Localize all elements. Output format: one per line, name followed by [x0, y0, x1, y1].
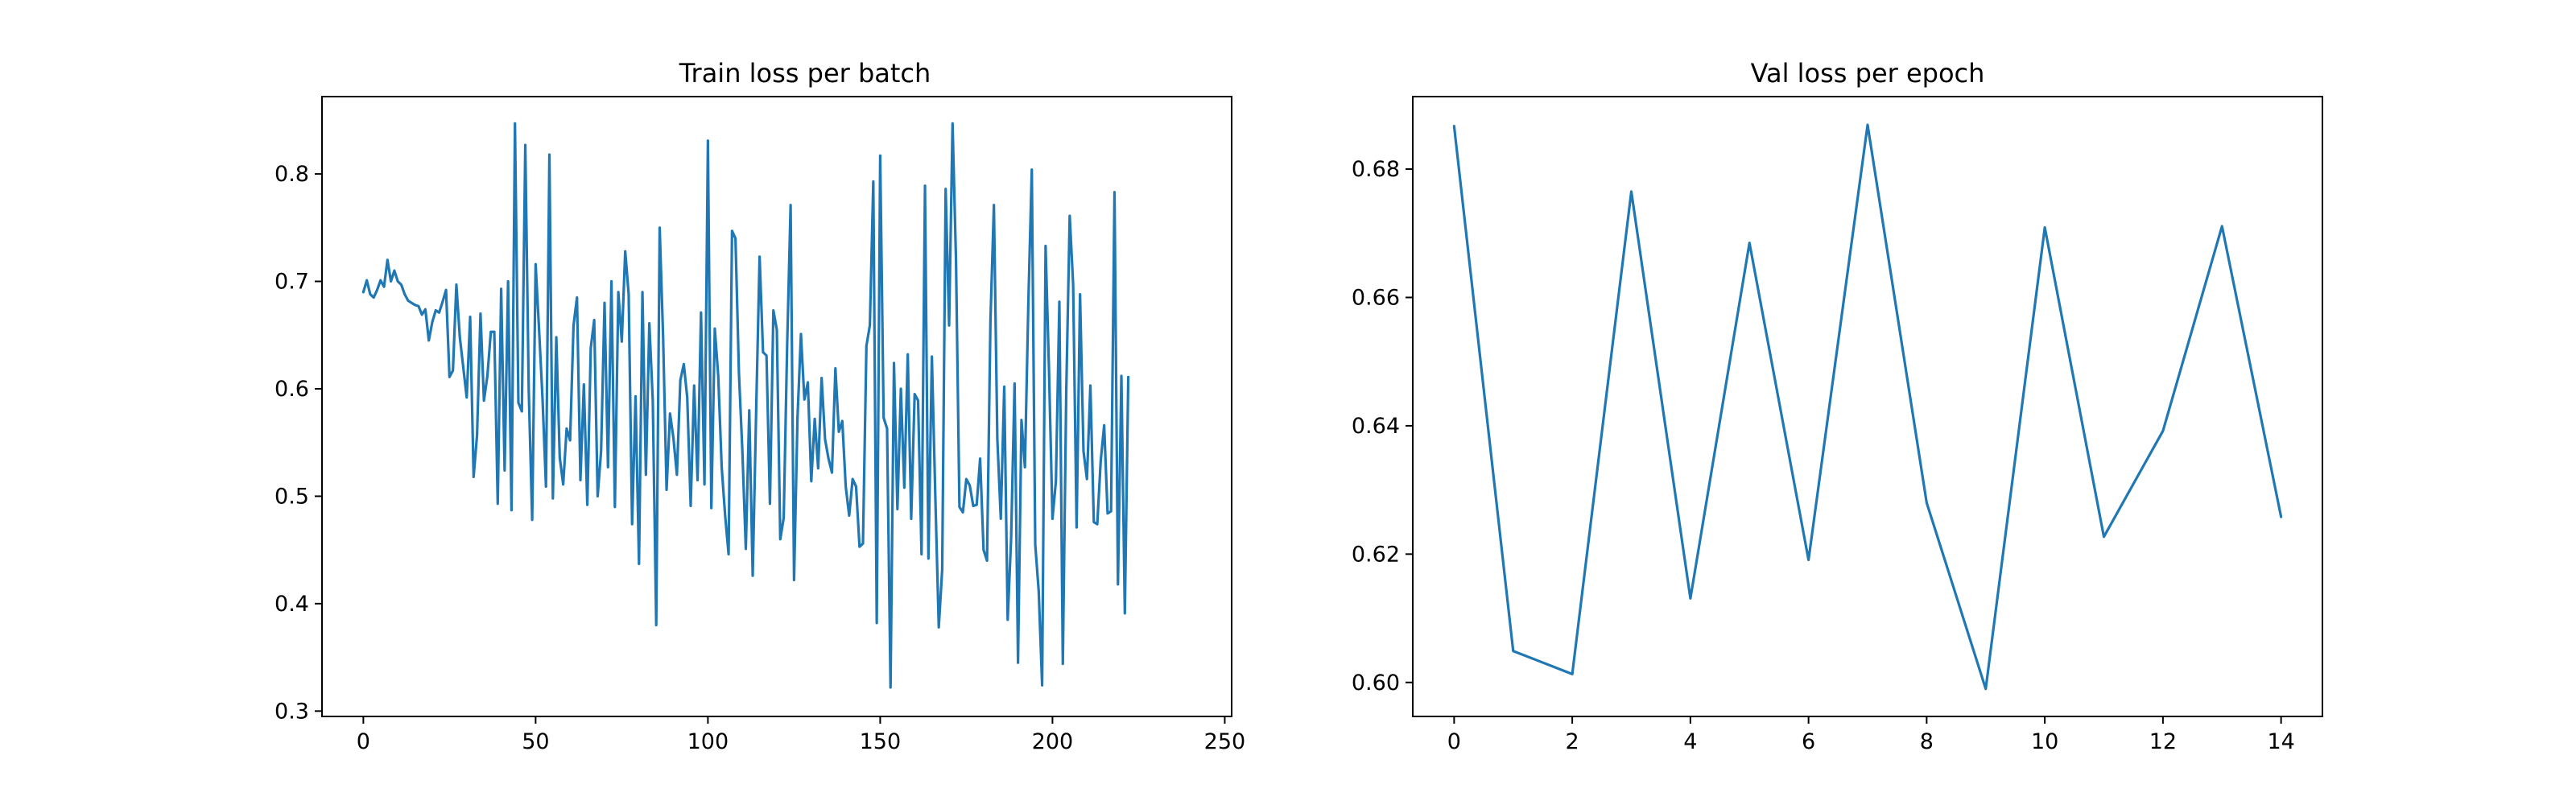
x-tick-label: 0	[1447, 729, 1461, 754]
x-tick-label: 12	[2149, 729, 2177, 754]
y-tick-label: 0.62	[1352, 542, 1400, 567]
y-tick-label: 0.5	[275, 484, 309, 509]
x-tick-label: 4	[1683, 729, 1697, 754]
train-loss-chart: Train loss per batch 0 50 100 150 200 2500.30…	[275, 58, 1245, 754]
x-tick-label: 6	[1802, 729, 1815, 754]
x-tick-label: 200	[1032, 729, 1074, 754]
y-tick-label: 0.6	[275, 377, 309, 402]
train-loss-plot-area: 0 50 100 150 200 250 0.3 0.4 0.5 0.6 0.7 0.8	[275, 122, 1246, 754]
axes-frame	[321, 96, 1232, 717]
val-loss-plot-area: 0 2 4 6 8 10 12 14 0.60 0.62 0.64 0.66 0.68	[1352, 123, 2295, 754]
x-tick-label: 2	[1566, 729, 1579, 754]
x-tick-label: 150	[860, 729, 902, 754]
y-tick-label: 0.8	[275, 162, 309, 187]
y-tick-label: 0.66	[1352, 285, 1400, 310]
series-line	[1452, 123, 2283, 691]
x-tick-label: 250	[1204, 729, 1246, 754]
x-tick-label: 0	[357, 729, 370, 754]
y-tick-label: 0.4	[275, 592, 309, 617]
y-tick-label: 0.60	[1352, 671, 1400, 696]
y-tick-label: 0.3	[275, 699, 309, 724]
x-tick-label: 14	[2267, 729, 2294, 754]
chart-title: Val loss per epoch	[1751, 58, 1985, 89]
chart-title: Train loss per batch	[679, 58, 931, 89]
x-tick-label: 50	[522, 729, 549, 754]
x-tick-label: 8	[1920, 729, 1934, 754]
y-tick-label: 0.68	[1352, 157, 1400, 182]
axes-frame	[1412, 96, 2323, 717]
x-tick-label: 100	[687, 729, 729, 754]
series-line	[361, 122, 1130, 689]
y-tick-label: 0.64	[1352, 414, 1400, 439]
x-tick-label: 10	[2031, 729, 2058, 754]
val-loss-chart: Val loss per epoch 0 2 4 6 8 10 12 14 0.60 0.62 0.…	[1352, 58, 2323, 754]
y-tick-label: 0.7	[275, 270, 309, 295]
